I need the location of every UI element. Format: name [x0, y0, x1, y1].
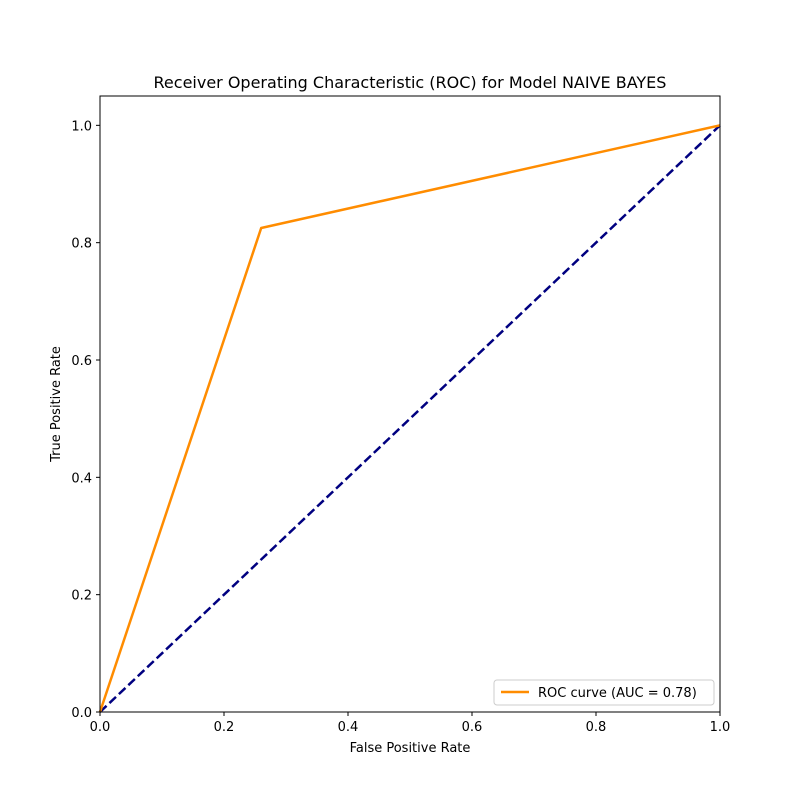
y-tick-label: 0.0	[71, 706, 92, 721]
legend-box	[493, 679, 715, 706]
x-tick-label: 0.8	[586, 720, 607, 735]
x-tick-label: 0.2	[214, 720, 235, 735]
x-axis-label: False Positive Rate	[350, 741, 471, 756]
y-tick-label: 0.6	[71, 354, 92, 369]
legend-label-roc-curve: ROC curve (AUC = 0.78)	[538, 686, 697, 701]
legend: ROC curve (AUC = 0.78)	[493, 679, 715, 706]
axis-ticks: 0.0 0.2 0.4 0.6 0.8 1.0 0.0 0.2 0.4 0.6 0.8 1.0	[71, 119, 730, 735]
plot-area	[98, 124, 721, 713]
y-tick-label: 0.4	[71, 471, 92, 486]
x-tick-label: 1.0	[710, 720, 731, 735]
chance-diagonal-line	[99, 124, 721, 713]
x-tick-label: 0.4	[338, 720, 359, 735]
axes-frame	[99, 95, 721, 713]
y-tick-label: 0.2	[71, 589, 92, 604]
y-axis-label: True Positive Rate	[49, 346, 64, 463]
x-tick-label: 0.6	[462, 720, 483, 735]
y-tick-label: 0.8	[71, 237, 92, 252]
x-tick-label: 0.0	[90, 720, 111, 735]
chart-title: Receiver Operating Characteristic (ROC) …	[154, 73, 667, 92]
y-tick-label: 1.0	[71, 119, 92, 134]
roc-curve-line	[98, 124, 721, 713]
